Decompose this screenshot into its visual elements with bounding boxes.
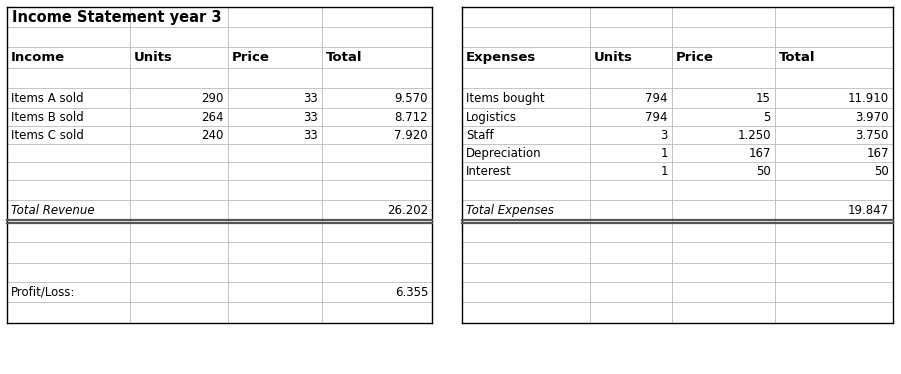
Text: 1: 1 bbox=[660, 147, 668, 159]
Text: Profit/Loss:: Profit/Loss: bbox=[11, 285, 76, 298]
Text: 33: 33 bbox=[304, 92, 318, 104]
Text: 167: 167 bbox=[749, 147, 771, 159]
Text: Units: Units bbox=[594, 51, 633, 64]
Text: 3: 3 bbox=[660, 129, 668, 141]
Text: 264: 264 bbox=[202, 110, 224, 123]
Text: Depreciation: Depreciation bbox=[466, 147, 542, 159]
Text: 26.202: 26.202 bbox=[387, 203, 428, 217]
Text: Income: Income bbox=[11, 51, 65, 64]
Text: Total: Total bbox=[779, 51, 815, 64]
Text: Expenses: Expenses bbox=[466, 51, 536, 64]
Text: 50: 50 bbox=[874, 165, 889, 178]
Text: Price: Price bbox=[676, 51, 714, 64]
Text: Items A sold: Items A sold bbox=[11, 92, 84, 104]
Text: 794: 794 bbox=[645, 92, 668, 104]
Text: 3.750: 3.750 bbox=[856, 129, 889, 141]
Text: 240: 240 bbox=[202, 129, 224, 141]
Text: Total Expenses: Total Expenses bbox=[466, 203, 554, 217]
Text: Items bought: Items bought bbox=[466, 92, 544, 104]
Text: 15: 15 bbox=[756, 92, 771, 104]
Text: 167: 167 bbox=[867, 147, 889, 159]
Text: 3.970: 3.970 bbox=[856, 110, 889, 123]
Text: 5: 5 bbox=[764, 110, 771, 123]
Text: Interest: Interest bbox=[466, 165, 512, 178]
Text: 11.910: 11.910 bbox=[848, 92, 889, 104]
Text: 19.847: 19.847 bbox=[848, 203, 889, 217]
Text: Income Statement year 3: Income Statement year 3 bbox=[12, 9, 222, 25]
Text: Price: Price bbox=[232, 51, 270, 64]
Text: Items C sold: Items C sold bbox=[11, 129, 84, 141]
Text: 1.250: 1.250 bbox=[738, 129, 771, 141]
Text: 6.355: 6.355 bbox=[395, 285, 428, 298]
Text: 50: 50 bbox=[756, 165, 771, 178]
Text: Total Revenue: Total Revenue bbox=[11, 203, 95, 217]
Text: 1: 1 bbox=[660, 165, 668, 178]
Text: 33: 33 bbox=[304, 110, 318, 123]
Text: Units: Units bbox=[134, 51, 173, 64]
Text: 7.920: 7.920 bbox=[395, 129, 428, 141]
Text: Staff: Staff bbox=[466, 129, 494, 141]
Text: 290: 290 bbox=[202, 92, 224, 104]
Text: 33: 33 bbox=[304, 129, 318, 141]
Text: Items B sold: Items B sold bbox=[11, 110, 84, 123]
Text: Total: Total bbox=[326, 51, 362, 64]
Text: 9.570: 9.570 bbox=[395, 92, 428, 104]
Text: Logistics: Logistics bbox=[466, 110, 517, 123]
Text: 794: 794 bbox=[645, 110, 668, 123]
Text: 8.712: 8.712 bbox=[395, 110, 428, 123]
